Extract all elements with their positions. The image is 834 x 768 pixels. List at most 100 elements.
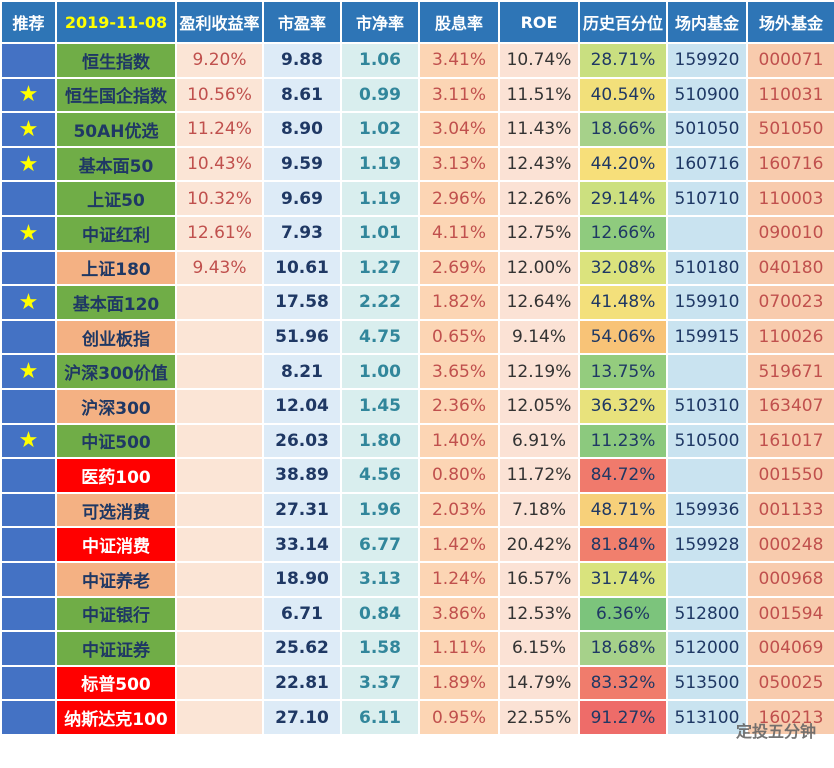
table-cell: 0.80% <box>418 457 500 494</box>
table-cell: 1.27 <box>340 249 420 287</box>
table-cell: 163407 <box>746 387 834 425</box>
table-cell: 13.75% <box>578 353 668 390</box>
table-cell <box>666 353 748 390</box>
table-cell: 513100 <box>666 699 748 736</box>
table-cell: 1.06 <box>340 42 420 79</box>
recommend-cell <box>0 457 57 494</box>
table-row: 恒生指数 9.20% 9.88 1.06 3.41% 10.74% 28.71% 159920… <box>0 42 834 79</box>
table-cell: 3.41% <box>418 42 500 79</box>
table-row: 创业板指 51.96 4.75 0.65% 9.14% 54.06% 159915 11002… <box>0 318 834 356</box>
recommend-cell <box>0 560 57 598</box>
table-cell: 000968 <box>746 560 834 598</box>
table-row: 中证消费 33.14 6.77 1.42% 20.42% 81.84% 159928 0002… <box>0 526 834 563</box>
table-cell: 4.75 <box>340 318 420 356</box>
table-row: ★ 50AH优选 11.24% 8.90 1.02 3.04% 11.43% 18.66% 50… <box>0 111 834 148</box>
index-name: 中证证券 <box>55 630 177 667</box>
table-cell: 12.04 <box>262 387 342 425</box>
table-cell: 1.89% <box>418 664 500 702</box>
table-cell: 0.84 <box>340 595 420 633</box>
table-cell: 51.96 <box>262 318 342 356</box>
recommend-cell: ★ <box>0 145 57 183</box>
table-cell: 000071 <box>746 42 834 79</box>
index-name: 纳斯达克100 <box>55 699 177 736</box>
table-cell: 6.71 <box>262 595 342 633</box>
table-row: ★ 中证500 26.03 1.80 1.40% 6.91% 11.23% 510500 161… <box>0 422 834 460</box>
index-name: 中证银行 <box>55 595 177 633</box>
table-cell: 12.26% <box>498 180 580 217</box>
table-cell: 1.58 <box>340 630 420 667</box>
table-cell: 160716 <box>746 145 834 183</box>
index-name: 恒生国企指数 <box>55 76 177 114</box>
recommend-cell: ★ <box>0 353 57 390</box>
table-cell: 1.40% <box>418 422 500 460</box>
table-cell: 10.56% <box>175 76 264 114</box>
recommend-cell <box>0 249 57 287</box>
table-cell: 6.91% <box>498 422 580 460</box>
table-cell: 510900 <box>666 76 748 114</box>
table-cell: 29.14% <box>578 180 668 217</box>
table-cell: 510500 <box>666 422 748 460</box>
table-cell: 11.24% <box>175 111 264 148</box>
table-cell: 48.71% <box>578 491 668 529</box>
table-row: ★ 基本面120 17.58 2.22 1.82% 12.64% 41.48% 159910 0… <box>0 284 834 321</box>
table-cell: 1.82% <box>418 284 500 321</box>
table-cell: 9.88 <box>262 42 342 79</box>
table-cell: 001133 <box>746 491 834 529</box>
header-cell: 股息率 <box>418 0 500 44</box>
table-cell: 3.13 <box>340 560 420 598</box>
table-cell: 0.95% <box>418 699 500 736</box>
valuation-table: 推荐 2019-11-08 盈利收益率 市盈率 市净率 股息率 ROE 历史百分位 场内基金 场外… <box>0 0 834 736</box>
table-cell: 0.99 <box>340 76 420 114</box>
table-cell: 7.18% <box>498 491 580 529</box>
index-name: 中证500 <box>55 422 177 460</box>
table-cell: 159920 <box>666 42 748 79</box>
recommend-cell <box>0 318 57 356</box>
table-cell: 7.93 <box>262 214 342 252</box>
table-cell: 12.43% <box>498 145 580 183</box>
table-cell: 3.37 <box>340 664 420 702</box>
table-cell <box>175 630 264 667</box>
table-row: 医药100 38.89 4.56 0.80% 11.72% 84.72% 001550 <box>0 457 834 494</box>
table-cell: 11.72% <box>498 457 580 494</box>
table-cell: 1.42% <box>418 526 500 563</box>
table-cell: 33.14 <box>262 526 342 563</box>
table-cell: 14.79% <box>498 664 580 702</box>
table-cell: 54.06% <box>578 318 668 356</box>
watermark: 定投五分钟 <box>735 722 816 741</box>
table-cell: 1.45 <box>340 387 420 425</box>
header-cell: 推荐 <box>0 0 57 44</box>
table-cell: 11.23% <box>578 422 668 460</box>
table-cell: 512800 <box>666 595 748 633</box>
recommend-cell <box>0 595 57 633</box>
table-cell: 1.19 <box>340 145 420 183</box>
index-name: 50AH优选 <box>55 111 177 148</box>
table-cell <box>666 560 748 598</box>
table-cell: 3.11% <box>418 76 500 114</box>
table-cell <box>175 664 264 702</box>
table-cell: 160716 <box>666 145 748 183</box>
table-cell: 6.36% <box>578 595 668 633</box>
table-cell: 22.81 <box>262 664 342 702</box>
table-cell: 3.65% <box>418 353 500 390</box>
table-cell <box>175 491 264 529</box>
table-row: 上证180 9.43% 10.61 1.27 2.69% 12.00% 32.08% 5101… <box>0 249 834 287</box>
header-cell: 2019-11-08 <box>55 0 177 44</box>
table-cell: 040180 <box>746 249 834 287</box>
table-cell: 6.77 <box>340 526 420 563</box>
table-cell: 20.42% <box>498 526 580 563</box>
table-cell: 3.13% <box>418 145 500 183</box>
table-cell: 27.10 <box>262 699 342 736</box>
header-cell: 场内基金 <box>666 0 748 44</box>
table-cell: 110031 <box>746 76 834 114</box>
table-cell: 4.56 <box>340 457 420 494</box>
table-cell <box>175 595 264 633</box>
table-cell: 10.61 <box>262 249 342 287</box>
table-cell: 16.57% <box>498 560 580 598</box>
table-cell: 110026 <box>746 318 834 356</box>
recommend-cell: ★ <box>0 76 57 114</box>
recommend-cell <box>0 664 57 702</box>
table-cell: 44.20% <box>578 145 668 183</box>
table-cell: 17.58 <box>262 284 342 321</box>
table-cell: 1.80 <box>340 422 420 460</box>
